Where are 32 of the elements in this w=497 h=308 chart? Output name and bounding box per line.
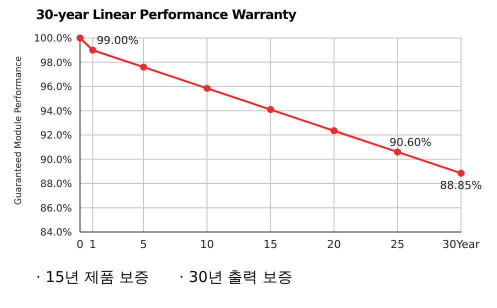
data-label: 90.60% xyxy=(390,136,432,149)
point xyxy=(76,34,84,42)
text: · 15년 제품 보증 xyxy=(36,268,150,287)
x-tick-label: 30Year xyxy=(442,238,480,251)
point xyxy=(267,106,274,114)
point xyxy=(330,127,338,134)
y-tick-label: 94.0% xyxy=(40,106,72,118)
x-tick-label: 25 xyxy=(390,238,404,251)
point xyxy=(89,46,96,54)
y-tick-label: 84.0% xyxy=(40,228,72,239)
point xyxy=(458,170,464,177)
y-tick-label: 96.0% xyxy=(40,82,72,94)
x-tick-label: 20 xyxy=(327,238,341,251)
x-tick-label: 0 xyxy=(76,238,84,251)
point xyxy=(394,148,401,156)
y-tick-label: 92.0% xyxy=(40,130,72,142)
y-tick-label: 100.0% xyxy=(34,34,72,45)
y-tick-label: 86.0% xyxy=(40,203,72,214)
x-tick-label: 1 xyxy=(89,238,96,251)
x-tick-label: 5 xyxy=(140,238,147,251)
y-tick-label: 98.0% xyxy=(40,58,72,69)
y-tick-label: 88.0% xyxy=(40,179,72,190)
chart-title: 30-year Linear Performance Warranty xyxy=(36,8,298,25)
x-tick-label: 10 xyxy=(200,238,214,251)
y-axis-title: Guaranteed Module Performance xyxy=(14,56,24,205)
data-label: 88.85% xyxy=(440,179,482,192)
x-tick-label: 15 xyxy=(264,238,278,251)
text: · 30년 출력 보증 xyxy=(179,268,292,287)
point xyxy=(140,64,147,71)
point xyxy=(204,84,210,92)
y-tick-label: 90.0% xyxy=(40,154,72,166)
data-label: 99.00% xyxy=(96,34,139,48)
